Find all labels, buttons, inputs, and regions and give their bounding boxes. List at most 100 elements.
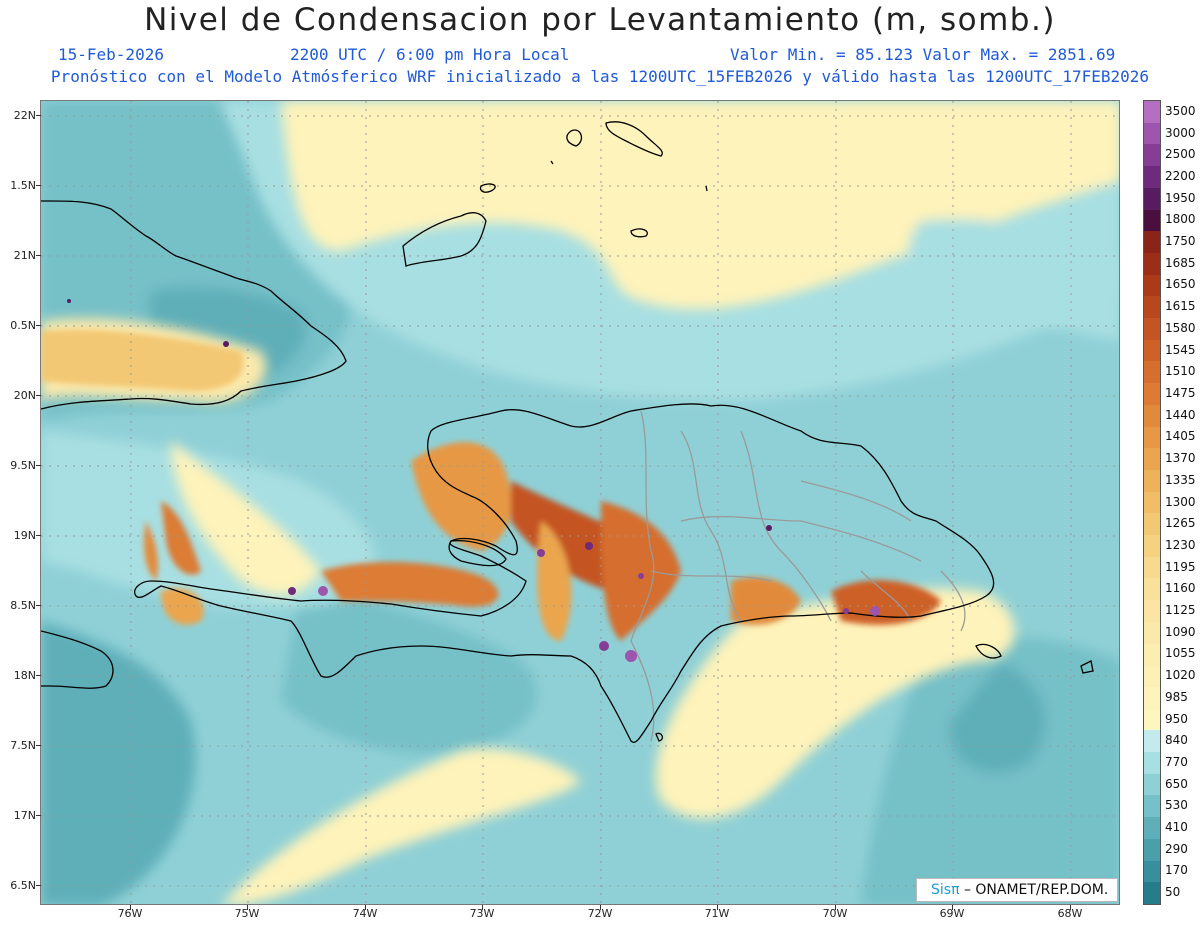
lat-label-17-5n: 7.5N bbox=[10, 739, 36, 752]
lon-tick bbox=[482, 905, 483, 910]
colorbar-label: 170 bbox=[1165, 863, 1188, 878]
colorbar-segment bbox=[1144, 491, 1160, 514]
lat-tick bbox=[36, 885, 41, 886]
colorbar-segment bbox=[1144, 600, 1160, 623]
colorbar-label: 1510 bbox=[1165, 364, 1196, 379]
colorbar-label: 1405 bbox=[1165, 429, 1196, 444]
lon-tick bbox=[600, 905, 601, 910]
lat-label-18-5n: 8.5N bbox=[10, 599, 36, 612]
lon-label-69w: 69W bbox=[939, 907, 965, 920]
colorbar-label: 530 bbox=[1165, 798, 1188, 813]
colorbar-segment bbox=[1144, 274, 1160, 297]
province-boundaries bbox=[630, 410, 966, 742]
lat-tick bbox=[36, 465, 41, 466]
colorbar-segment bbox=[1144, 252, 1160, 276]
colorbar-label: 1335 bbox=[1165, 472, 1196, 487]
lon-label-74w: 74W bbox=[352, 907, 378, 920]
lat-tick bbox=[36, 605, 41, 606]
lat-label-19-5n: 9.5N bbox=[10, 459, 36, 472]
colorbar-label: 3000 bbox=[1165, 125, 1196, 140]
low-lcl-areas bbox=[41, 101, 1119, 904]
colorbar-label: 950 bbox=[1165, 711, 1188, 726]
lon-tick bbox=[130, 905, 131, 910]
colorbar-label: 2200 bbox=[1165, 168, 1196, 183]
colorbar-segment bbox=[1144, 773, 1160, 796]
lat-tick bbox=[36, 815, 41, 816]
colorbar-label: 840 bbox=[1165, 733, 1188, 748]
credit-text: – ONAMET/REP.DOM. bbox=[963, 882, 1109, 898]
lat-label-20n: 20N bbox=[13, 389, 36, 402]
lat-tick bbox=[36, 675, 41, 676]
lat-label-16-5n: 6.5N bbox=[10, 879, 36, 892]
lon-label-76w: 76W bbox=[117, 907, 143, 920]
high-lcl-orange bbox=[41, 329, 941, 641]
colorbar-segment bbox=[1144, 665, 1160, 688]
forecast-time: 2200 UTC / 6:00 pm Hora Local bbox=[290, 45, 570, 64]
lat-tick bbox=[36, 395, 41, 396]
colorbar-label: 1750 bbox=[1165, 234, 1196, 249]
colorbar-segment bbox=[1144, 643, 1160, 666]
map-panel bbox=[40, 100, 1120, 905]
colorbar-segment bbox=[1144, 187, 1160, 210]
colorbar-label: 1685 bbox=[1165, 255, 1196, 270]
colorbar-label: 1545 bbox=[1165, 342, 1196, 357]
colorbar-label: 1580 bbox=[1165, 320, 1196, 335]
coastlines bbox=[41, 121, 1094, 743]
colorbar-segment bbox=[1144, 296, 1160, 319]
min-max-values: Valor Min. = 85.123 Valor Max. = 2851.69 bbox=[730, 45, 1116, 64]
colorbar-segment bbox=[1144, 122, 1160, 145]
colorbar-label: 3500 bbox=[1165, 103, 1196, 118]
colorbar-segment bbox=[1144, 231, 1160, 254]
colorbar-segment bbox=[1144, 752, 1160, 775]
colorbar bbox=[1143, 100, 1161, 905]
lat-tick bbox=[36, 115, 41, 116]
lat-tick bbox=[36, 325, 41, 326]
colorbar-segment bbox=[1144, 838, 1160, 862]
lat-tick bbox=[36, 745, 41, 746]
lon-tick bbox=[365, 905, 366, 910]
lon-label-72w: 72W bbox=[587, 907, 613, 920]
colorbar-segment bbox=[1144, 578, 1160, 601]
colorbar-label: 1800 bbox=[1165, 212, 1196, 227]
lat-tick bbox=[36, 255, 41, 256]
colorbar-segment bbox=[1144, 621, 1160, 645]
colorbar-segment bbox=[1144, 101, 1160, 124]
lat-tick bbox=[36, 185, 41, 186]
lon-tick bbox=[835, 905, 836, 910]
lat-label-21n: 21N bbox=[13, 249, 36, 262]
colorbar-segment bbox=[1144, 730, 1160, 753]
colorbar-label: 1475 bbox=[1165, 385, 1196, 400]
lon-label-68w: 68W bbox=[1057, 907, 1083, 920]
lat-label-19n: 19N bbox=[13, 529, 36, 542]
colorbar-label: 1650 bbox=[1165, 277, 1196, 292]
colorbar-label: 1615 bbox=[1165, 299, 1196, 314]
colorbar-segment bbox=[1144, 404, 1160, 428]
lon-tick bbox=[1070, 905, 1071, 910]
lon-label-75w: 75W bbox=[234, 907, 260, 920]
colorbar-label: 1370 bbox=[1165, 451, 1196, 466]
colorbar-segment bbox=[1144, 556, 1160, 579]
colorbar-label: 1440 bbox=[1165, 407, 1196, 422]
lat-label-18n: 18N bbox=[13, 669, 36, 682]
colorbar-segment bbox=[1144, 426, 1160, 449]
model-run-info: Pronóstico con el Modelo Atmósferico WRF… bbox=[50, 67, 1150, 86]
lon-label-73w: 73W bbox=[469, 907, 495, 920]
colorbar-segment bbox=[1144, 383, 1160, 406]
colorbar-segment bbox=[1144, 535, 1160, 558]
lon-tick bbox=[717, 905, 718, 910]
lat-label-22n: 22N bbox=[13, 109, 36, 122]
colorbar-label: 1125 bbox=[1165, 603, 1196, 617]
colorbar-label: 1090 bbox=[1165, 624, 1196, 639]
colorbar-segment bbox=[1144, 708, 1160, 731]
colorbar-segment bbox=[1144, 513, 1160, 536]
colorbar-segment bbox=[1144, 469, 1160, 493]
colorbar-segment bbox=[1144, 209, 1160, 232]
forecast-date: 15-Feb-2026 bbox=[58, 45, 164, 64]
colorbar-label: 1195 bbox=[1165, 559, 1196, 574]
sispi-logo-text: Sisπ bbox=[931, 882, 960, 898]
lon-tick bbox=[247, 905, 248, 910]
credit-box: Sisπ – ONAMET/REP.DOM. bbox=[916, 878, 1118, 902]
colorbar-label: 410 bbox=[1165, 820, 1188, 835]
colorbar-label: 1300 bbox=[1165, 494, 1196, 509]
colorbar-segment bbox=[1144, 166, 1160, 189]
